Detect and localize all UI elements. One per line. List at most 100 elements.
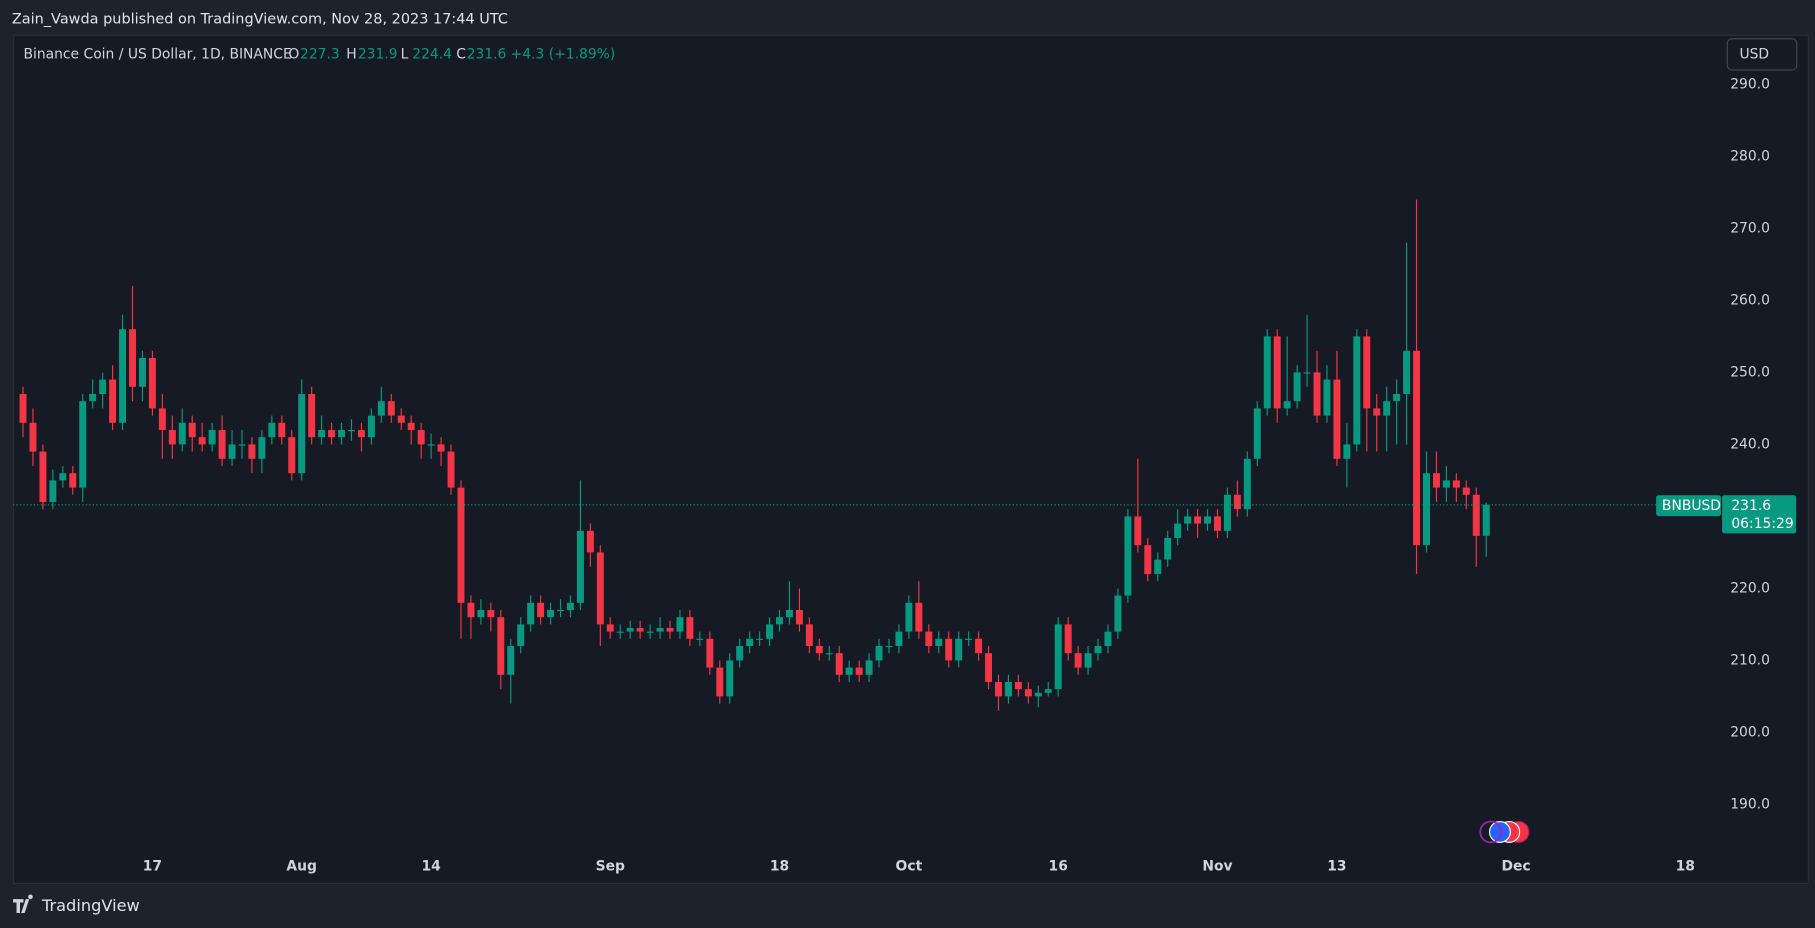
event-icon[interactable] [1488,820,1511,843]
candle-body [1144,545,1152,574]
legend-letter: H [346,46,356,62]
x-tick-label: 17 [143,859,162,875]
candle-body [925,631,933,646]
candle-body [636,627,644,632]
candle-body [1333,379,1341,459]
candle-body [527,602,535,625]
x-tick-label: 14 [421,859,441,875]
candle-body [258,437,266,459]
candle-body [885,645,893,648]
candle-body [89,393,97,402]
legend-open: 227.3 [300,46,340,62]
candle-body [686,617,694,639]
chart-panel [13,34,1809,885]
currency-button[interactable]: USD [1726,38,1798,71]
candle-body [716,667,724,697]
candle-body [278,422,286,438]
candle-body [457,487,465,603]
candle-body [427,444,435,446]
candle-body [875,645,883,661]
candle-body [39,451,47,502]
candle-body [1174,523,1182,538]
candle-body [1204,516,1211,524]
candle-body [935,638,943,646]
candle-body [676,617,684,632]
candle-body [168,429,176,445]
candle-body [19,393,27,423]
candle-body [1084,653,1092,668]
candle-body [865,660,873,675]
x-tick-label: 16 [1049,859,1068,875]
candle-body [1154,559,1162,574]
candle-body [666,627,674,632]
currency-label[interactable]: USD [1739,46,1769,62]
legend-high: 231.9 [358,46,398,62]
candle-body [1393,393,1401,402]
candle-body [576,530,584,603]
candle-body [606,624,614,632]
currency-button-frame[interactable] [1726,38,1798,71]
x-tick-label: 18 [770,859,789,875]
y-tick-label: 220.0 [1730,580,1770,596]
candle-body [437,444,445,452]
countdown-label: 06:15:29 [1731,516,1793,532]
event-icons[interactable] [1479,820,1530,844]
candle-body [308,393,316,438]
candle-body [318,429,326,438]
candle-body [746,638,754,646]
candle-body [815,645,823,654]
candle-body [756,638,764,640]
candle-body [656,627,664,632]
candle-body [497,617,505,675]
x-tick-label: 18 [1676,859,1695,875]
candle-body [736,645,744,661]
candle-body [298,393,306,474]
candle-body [79,401,87,488]
legend-close: 231.6 [467,46,507,62]
y-tick-label: 210.0 [1730,652,1770,668]
candle-body [955,638,963,661]
candle-body [188,422,196,438]
candle-body [129,329,136,387]
candle-body [1064,624,1072,654]
candle-body [1004,681,1012,697]
legend: Binance Coin / US Dollar, 1D, BINANCE O … [23,46,615,62]
candle-body [596,552,604,625]
candle-body [985,653,993,682]
candle-body [69,473,77,488]
candle-body [1164,537,1172,560]
x-tick-label: Sep [596,859,625,875]
candle-body [338,429,346,438]
candle-body [119,329,127,423]
candle-body [1194,516,1202,524]
candle-body [1383,401,1391,416]
candle-body [1442,480,1450,488]
candle-body [626,627,634,632]
candle-body [158,408,166,430]
attribution: Zain_Vawda published on TradingView.com,… [12,12,508,28]
candle-body [795,609,803,625]
plot [13,199,1716,711]
candle-body [537,602,545,618]
candle-body [29,422,37,452]
candle-body [825,653,833,655]
candle-body [855,667,863,675]
candle-body [1413,350,1421,546]
candle-body [59,473,67,481]
candle-body [407,422,415,430]
candle-body [915,602,923,632]
candle-body [417,429,425,445]
candle-body [1034,692,1042,697]
last-price-label: 231.6 [1731,498,1771,514]
candle-body [288,437,296,474]
candle-body [845,667,853,675]
event-icon[interactable] [1479,820,1502,844]
candle-body [1213,516,1221,531]
candle-body [507,645,515,675]
legend-change: +4.3 (+1.89%) [511,46,616,62]
candle-body [447,451,455,488]
candle-body [198,437,206,445]
candle-body [99,379,107,394]
candle-body [566,602,574,610]
candle-body [109,379,117,423]
